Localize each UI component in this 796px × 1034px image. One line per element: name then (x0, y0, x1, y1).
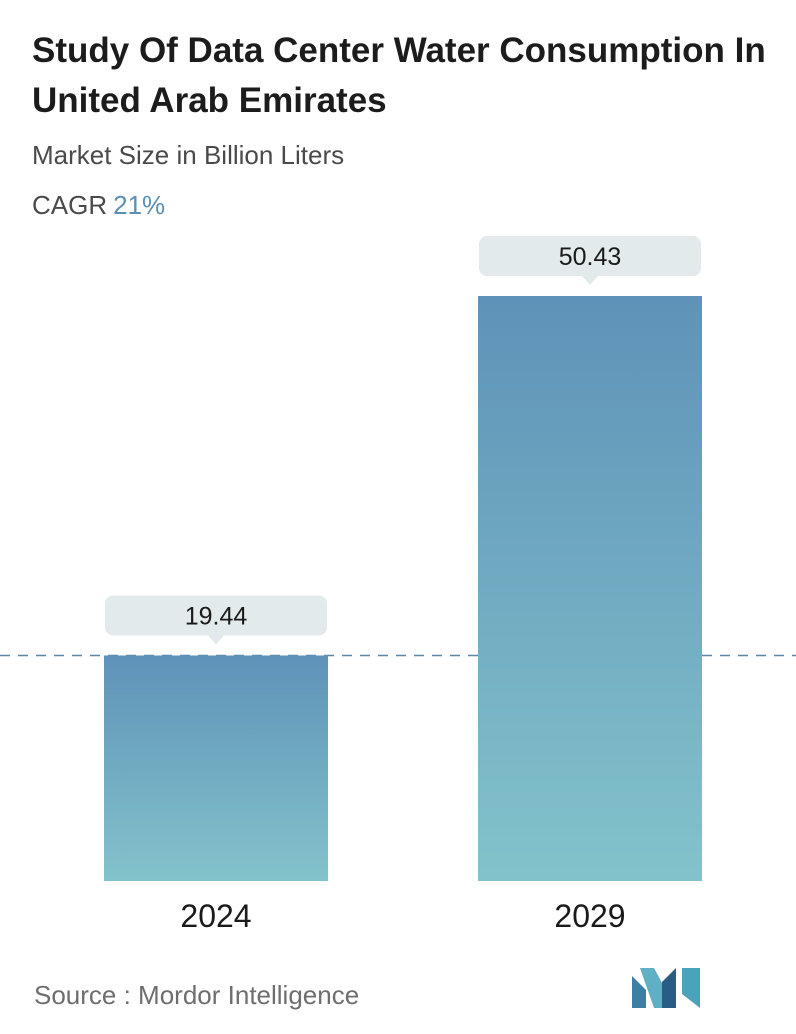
bar-2024 (104, 655, 328, 881)
source-credit: Source : Mordor Intelligence (34, 980, 360, 1010)
value-callout-box (105, 595, 327, 636)
value-callout-2024: 19.44 (105, 595, 327, 645)
cagr-row: CAGR 21% (32, 190, 165, 221)
x-tick-label: 2029 (554, 898, 625, 934)
value-callout-pointer (582, 276, 598, 285)
x-tick-label: 2024 (180, 898, 251, 934)
mordor-intelligence-logo-icon (632, 968, 700, 1008)
bar-2029 (478, 296, 702, 881)
value-callout-pointer (208, 635, 224, 645)
cagr-value: 21% (113, 190, 166, 220)
value-callout-2029: 50.43 (479, 236, 701, 285)
chart-subtitle: Market Size in Billion Liters (32, 140, 345, 170)
cagr-label: CAGR (32, 190, 108, 220)
value-callout-box (479, 236, 701, 276)
data-label: 50.43 (559, 243, 622, 271)
data-label: 19.44 (185, 602, 248, 630)
chart-title: Study Of Data Center Water Consumption I… (32, 31, 766, 120)
